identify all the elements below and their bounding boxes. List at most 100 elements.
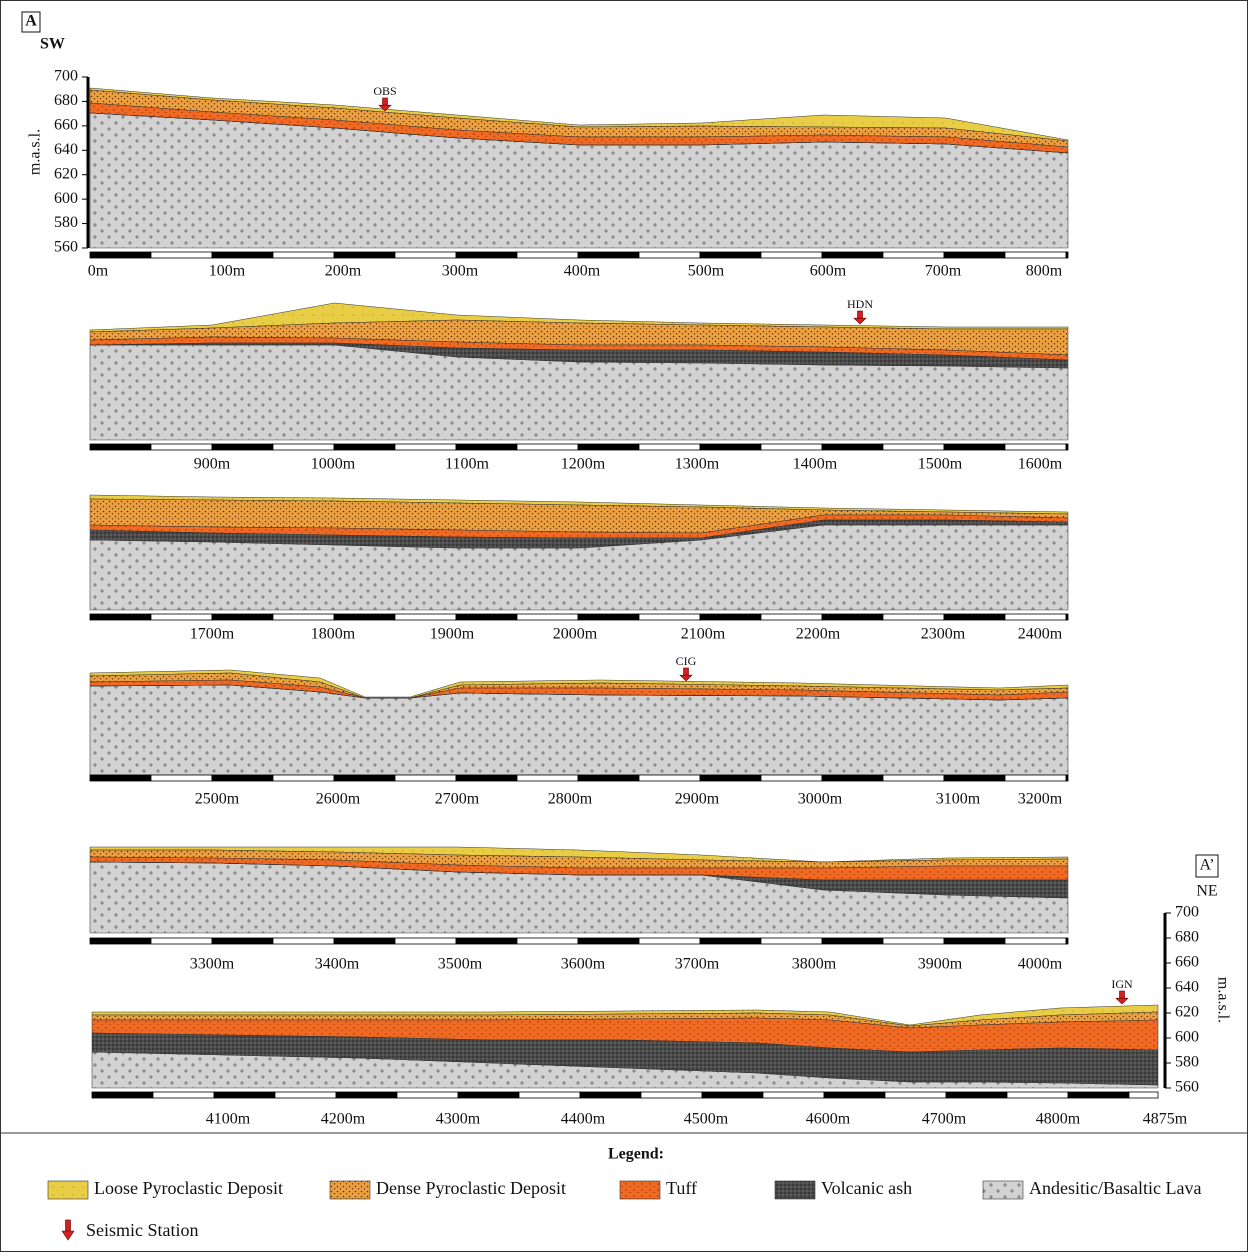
tick-label: 660	[1175, 954, 1199, 971]
distance-label: 4600m	[806, 1111, 851, 1128]
legend-label: Volcanic ash	[821, 1178, 912, 1198]
scale-bar-segment	[151, 775, 212, 781]
scale-bar-segment	[822, 614, 883, 620]
scale-bar-segment	[883, 614, 944, 620]
distance-label: 1100m	[445, 456, 489, 473]
scale-bar-segment	[1066, 444, 1068, 450]
scale-bar-segment	[273, 444, 334, 450]
legend-swatch	[620, 1181, 660, 1199]
distance-label: 0m	[88, 263, 109, 280]
tick-label: 560	[1175, 1079, 1199, 1096]
scale-bar-segment	[1005, 614, 1066, 620]
scale-bar-segment	[1007, 1092, 1068, 1098]
scale-bar-segment	[700, 444, 761, 450]
distance-label: 500m	[688, 263, 725, 280]
distance-label: 1700m	[190, 626, 235, 643]
scale-bar-segment	[1005, 775, 1066, 781]
scale-bar-segment	[822, 252, 883, 258]
scale-bar-segment	[151, 252, 212, 258]
scale-bar-segment	[824, 1092, 885, 1098]
distance-label: 2600m	[316, 791, 361, 808]
scale-bar-segment	[700, 775, 761, 781]
scale-bar-segment	[883, 938, 944, 944]
scale-bar-segment	[334, 444, 395, 450]
station-arrow	[383, 98, 388, 105]
scale-bar-segment	[90, 775, 151, 781]
scale-bar-segment	[700, 614, 761, 620]
scale-bar-segment	[1066, 252, 1068, 258]
distance-label: 2100m	[681, 626, 726, 643]
scale-bar-segment	[1066, 775, 1068, 781]
axis-label: m.a.s.l.	[1214, 977, 1231, 1023]
scale-bar-segment	[212, 614, 273, 620]
scale-bar-segment	[761, 252, 822, 258]
scale-bar-segment	[578, 775, 639, 781]
scale-bar-segment	[761, 938, 822, 944]
distance-label: 700m	[925, 263, 962, 280]
scale-bar-segment	[336, 1092, 397, 1098]
legend-label: Tuff	[666, 1178, 697, 1198]
distance-label: 1400m	[793, 456, 838, 473]
tick-label: 600	[54, 190, 78, 207]
station-arrow	[854, 318, 866, 324]
distance-label: 2700m	[435, 791, 480, 808]
scale-bar-segment	[639, 252, 700, 258]
distance-label: 300m	[442, 263, 479, 280]
distance-label: 1900m	[430, 626, 475, 643]
distance-label: 400m	[564, 263, 601, 280]
station-label: HDN	[847, 297, 873, 311]
scale-bar-segment	[578, 614, 639, 620]
scale-bar-segment	[214, 1092, 275, 1098]
distance-label: 200m	[325, 263, 362, 280]
distance-label: 3200m	[1018, 791, 1063, 808]
scale-bar-segment	[578, 444, 639, 450]
distance-label: 4500m	[684, 1111, 729, 1128]
scale-bar-segment	[1066, 938, 1068, 944]
distance-label: 4400m	[561, 1111, 606, 1128]
legend-title: Legend:	[608, 1146, 664, 1163]
scale-bar-segment	[456, 444, 517, 450]
tick-label: 640	[54, 141, 78, 158]
scale-bar-segment	[944, 938, 1005, 944]
scale-bar-segment	[517, 614, 578, 620]
distance-label: 3000m	[798, 791, 843, 808]
distance-label: 3400m	[315, 956, 360, 973]
tick-label: 680	[1175, 929, 1199, 946]
figure: A SW A’ NE m.a.s.l. m.a.s.l. Legend: 0m1…	[0, 0, 1248, 1252]
distance-label: 3500m	[438, 956, 483, 973]
scale-bar-segment	[151, 938, 212, 944]
scale-bar-segment	[517, 444, 578, 450]
scale-bar-segment	[517, 938, 578, 944]
distance-label: 3100m	[936, 791, 981, 808]
tick-label: 600	[1175, 1029, 1199, 1046]
scale-bar-segment	[1129, 1092, 1158, 1098]
distance-label: 1300m	[675, 456, 720, 473]
scale-bar-segment	[580, 1092, 641, 1098]
distance-label: 600m	[810, 263, 847, 280]
scale-bar-segment	[395, 614, 456, 620]
station-arrow	[680, 675, 692, 681]
station-arrow	[858, 311, 863, 318]
scale-bar-segment	[883, 444, 944, 450]
scale-bar-segment	[1066, 614, 1068, 620]
scale-bar-segment	[458, 1092, 519, 1098]
scale-bar-segment	[395, 252, 456, 258]
scale-bar-segment	[944, 614, 1005, 620]
scale-bar-segment	[822, 775, 883, 781]
scale-bar-segment	[822, 938, 883, 944]
station-label: OBS	[373, 84, 396, 98]
scale-bar-segment	[275, 1092, 336, 1098]
station-label: CIG	[676, 654, 697, 668]
distance-label: 4800m	[1036, 1111, 1081, 1128]
legend-label: Seismic Station	[86, 1220, 199, 1240]
distance-label: 3800m	[792, 956, 837, 973]
legend-swatch	[983, 1181, 1023, 1199]
distance-label: 900m	[194, 456, 231, 473]
distance-label: 1200m	[561, 456, 606, 473]
scale-bar-segment	[212, 775, 273, 781]
tick-label: 640	[1175, 979, 1199, 996]
distance-label: 4700m	[922, 1111, 967, 1128]
scale-bar-segment	[90, 252, 151, 258]
scale-bar-segment	[641, 1092, 702, 1098]
scale-bar-segment	[212, 444, 273, 450]
